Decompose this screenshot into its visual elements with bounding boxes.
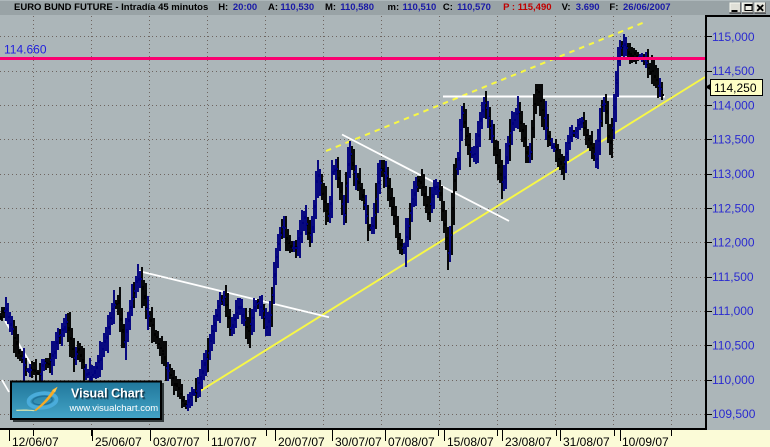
svg-text:Visual Chart: Visual Chart bbox=[73, 389, 147, 403]
svg-text:112,000: 112,000 bbox=[712, 236, 755, 250]
svg-text:10/09/07: 10/09/07 bbox=[622, 435, 669, 447]
svg-text:07/08/07: 07/08/07 bbox=[388, 435, 435, 447]
svg-text:112,500: 112,500 bbox=[712, 201, 755, 215]
svg-text:30/07/07: 30/07/07 bbox=[335, 435, 382, 447]
svg-text:110,000: 110,000 bbox=[712, 373, 755, 387]
svg-text:12/06/07: 12/06/07 bbox=[12, 435, 59, 447]
svg-text:114,000: 114,000 bbox=[712, 98, 755, 112]
svg-text:114,500: 114,500 bbox=[712, 64, 755, 78]
svg-text:110,500: 110,500 bbox=[712, 339, 755, 353]
svg-text:114,250: 114,250 bbox=[714, 81, 757, 95]
svg-text:115,000: 115,000 bbox=[712, 30, 755, 44]
svg-text:20/07/07: 20/07/07 bbox=[278, 435, 325, 447]
svg-text:23/08/07: 23/08/07 bbox=[505, 435, 552, 447]
svg-text:111,500: 111,500 bbox=[712, 270, 754, 284]
svg-text:31/08/07: 31/08/07 bbox=[563, 435, 610, 447]
svg-text:113,500: 113,500 bbox=[712, 133, 755, 147]
svg-text:113,000: 113,000 bbox=[712, 167, 755, 181]
svg-text:109,500: 109,500 bbox=[712, 407, 756, 421]
svg-text:03/07/07: 03/07/07 bbox=[153, 435, 200, 447]
svg-text:11/07/07: 11/07/07 bbox=[211, 435, 257, 447]
svg-text:www.visualchart.com: www.visualchart.com bbox=[69, 403, 159, 414]
svg-text:Visual Chart: Visual Chart bbox=[72, 388, 146, 402]
svg-text:111,000: 111,000 bbox=[712, 304, 754, 318]
svg-text:114.660: 114.660 bbox=[4, 43, 47, 57]
svg-text:25/06/07: 25/06/07 bbox=[95, 435, 142, 447]
svg-text:Visual Chart: Visual Chart bbox=[71, 387, 145, 401]
svg-text:15/08/07: 15/08/07 bbox=[447, 435, 494, 447]
